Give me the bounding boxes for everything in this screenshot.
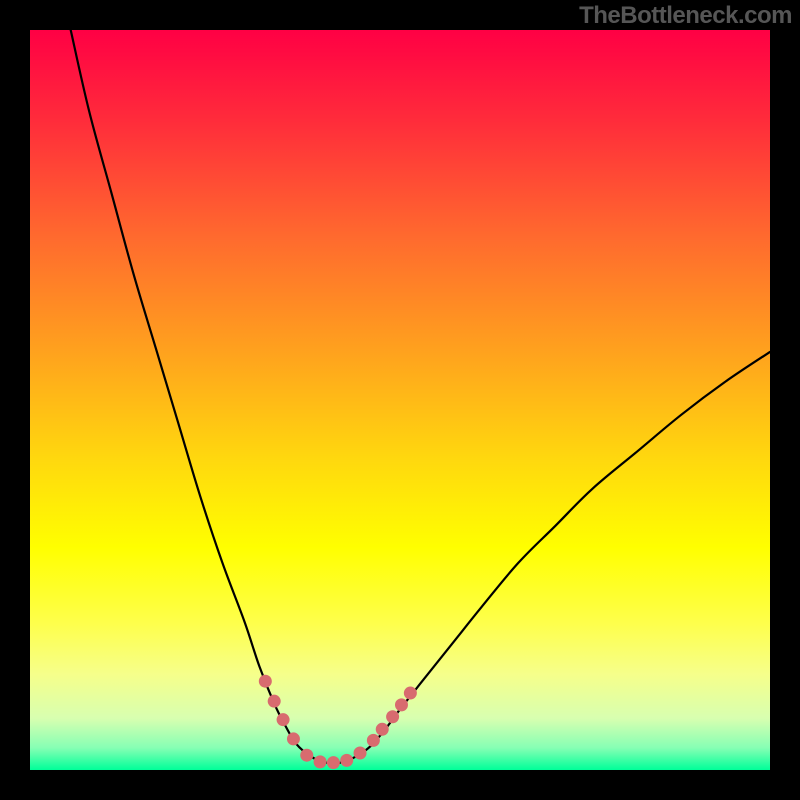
- watermark-text: TheBottleneck.com: [579, 2, 792, 30]
- highlight-marker: [376, 723, 389, 736]
- highlight-marker: [287, 732, 300, 745]
- highlight-marker: [259, 675, 272, 688]
- highlight-marker: [314, 755, 327, 768]
- highlight-marker: [386, 710, 399, 723]
- highlight-marker: [277, 713, 290, 726]
- chart-svg: [0, 0, 800, 800]
- highlight-marker: [354, 746, 367, 759]
- highlight-marker: [395, 698, 408, 711]
- bottleneck-chart: [0, 0, 800, 800]
- highlight-marker: [367, 734, 380, 747]
- highlight-marker: [268, 695, 281, 708]
- highlight-marker: [327, 756, 340, 769]
- chart-gradient-background: [30, 30, 770, 770]
- highlight-marker: [300, 749, 313, 762]
- highlight-marker: [340, 754, 353, 767]
- highlight-marker: [404, 687, 417, 700]
